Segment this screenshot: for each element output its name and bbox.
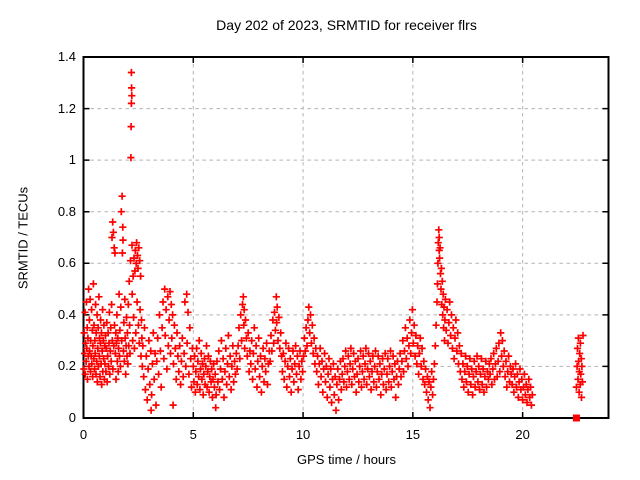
y-axis-label: SRMTID / TECUs	[15, 186, 31, 290]
x-tick-label: 0	[79, 427, 88, 442]
square-point	[572, 414, 580, 422]
y-tick-label: 0	[68, 410, 76, 425]
x-tick-label: 15	[405, 427, 421, 442]
gridlines	[83, 57, 609, 418]
tick-marks	[82, 56, 609, 419]
x-tick-label: 10	[295, 427, 311, 442]
plot-border	[82, 56, 610, 419]
x-axis-label: GPS time / hours	[297, 452, 396, 467]
y-tick-label: 1	[68, 152, 76, 168]
data-points	[80, 68, 587, 414]
y-tick-label: 0.2	[57, 358, 76, 374]
y-tick-label: 1.2	[57, 100, 76, 116]
y-tick-label: 0.4	[57, 306, 76, 322]
chart-title: Day 202 of 2023, SRMTID for receiver flr…	[216, 17, 477, 33]
x-tick-label: 5	[189, 427, 197, 442]
y-tick-label: 1.4	[57, 49, 76, 64]
x-tick-label: 20	[515, 427, 530, 442]
y-tick-label: 0.6	[57, 255, 76, 271]
y-tick-label: 0.8	[57, 203, 76, 219]
